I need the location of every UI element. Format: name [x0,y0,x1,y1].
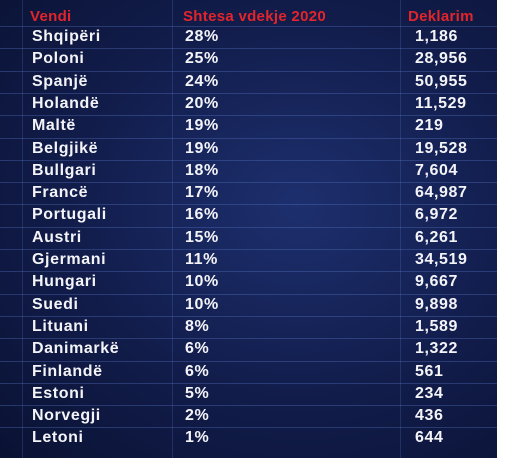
row-divider [0,92,497,94]
country-cell: Belgjikë [32,139,99,157]
country-cell: Poloni [32,50,85,68]
row-divider [0,204,497,206]
declared-cell: 644 [415,429,444,447]
column-header: Vendi [30,8,72,25]
declared-cell: 28,956 [415,50,468,68]
country-cell: Hungari [32,273,97,291]
declared-cell: 50,955 [415,72,468,90]
row-divider [0,70,497,72]
country-cell: Norvegji [32,407,101,425]
declared-cell: 1,589 [415,317,459,335]
declared-cell: 1,322 [415,340,459,358]
row-divider [0,182,497,184]
row-divider [0,405,497,407]
country-cell: Austri [32,228,82,246]
percent-cell: 2% [185,407,210,425]
row-divider [0,249,497,250]
country-cell: Danimarkë [32,340,120,358]
percent-cell: 6% [185,362,210,380]
column-header: Shtesa vdekje 2020 [183,8,326,25]
percent-cell: 17% [185,184,219,202]
declared-cell: 6,261 [415,228,459,246]
percent-cell: 20% [185,94,219,112]
percent-cell: 8% [185,317,210,335]
declared-cell: 34,519 [415,251,468,268]
declared-cell: 19,528 [415,139,468,157]
country-cell: Portugali [32,206,107,224]
percent-cell: 10% [185,295,219,313]
declared-cell: 436 [415,407,444,425]
percent-cell: 15% [185,228,219,246]
country-cell: Suedi [32,295,79,313]
country-cell: Gjermani [32,251,107,268]
country-cell: Bullgari [32,161,97,179]
country-cell: Estoni [32,384,85,402]
country-cell: Maltë [32,117,76,135]
row-divider [0,382,497,384]
percent-cell: 19% [185,139,219,157]
row-divider [0,137,497,139]
row-divider [0,360,497,362]
declared-cell: 11,529 [415,94,467,112]
declared-cell: 7,604 [415,161,459,179]
country-cell: Francë [32,184,89,202]
row-divider [0,159,497,161]
declared-cell: 1,186 [415,28,459,45]
country-cell: Shqipëri [32,28,101,45]
column-header: Deklarim [408,8,474,25]
column-divider [400,0,401,458]
percent-cell: 28% [185,28,219,45]
row-divider [0,338,497,340]
declared-cell: 9,898 [415,295,459,313]
row-divider [0,271,497,273]
declared-cell: 64,987 [415,184,468,202]
country-cell: Letoni [32,429,84,447]
row-divider [0,315,497,317]
row-divider [0,226,497,228]
column-divider [172,0,173,458]
percent-cell: 25% [185,50,219,68]
percent-cell: 1% [185,429,210,447]
country-cell: Spanjë [32,72,89,90]
row-divider [0,115,497,117]
country-cell: Holandë [32,94,100,112]
percent-cell: 11% [185,251,218,268]
percent-cell: 19% [185,117,219,135]
table-screen: Vendi Shtesa vdekje 2020 Deklarim Shqipë… [0,0,497,458]
declared-cell: 9,667 [415,273,459,291]
percent-cell: 10% [185,273,219,291]
percent-cell: 18% [185,161,219,179]
column-divider [22,0,23,458]
declared-cell: 561 [415,362,444,380]
row-divider [0,427,497,429]
country-cell: Lituani [32,317,89,335]
percent-cell: 6% [185,340,210,358]
row-divider [0,26,497,27]
percent-cell: 24% [185,72,219,90]
declared-cell: 219 [415,117,444,135]
country-cell: Finlandë [32,362,103,380]
declared-cell: 234 [415,384,444,402]
percent-cell: 5% [185,384,210,402]
declared-cell: 6,972 [415,206,459,224]
row-divider [0,293,497,295]
percent-cell: 16% [185,206,219,224]
row-divider [0,48,497,50]
